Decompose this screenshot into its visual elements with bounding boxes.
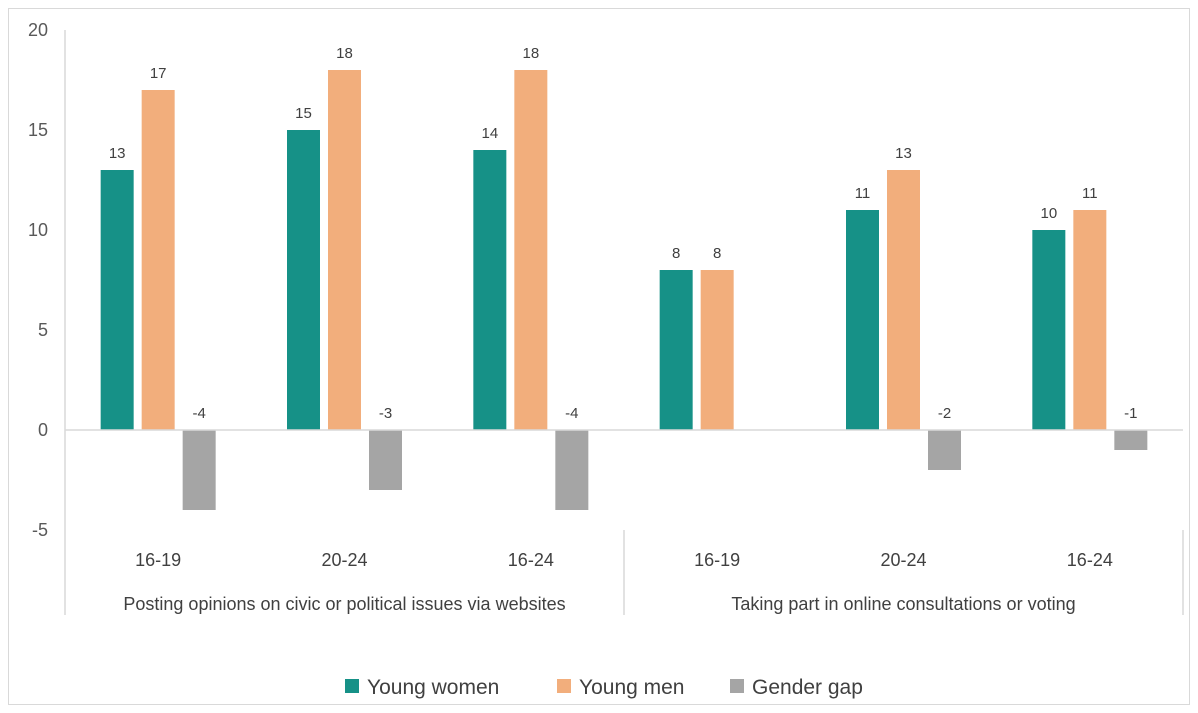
legend-label: Gender gap <box>752 676 863 699</box>
bar <box>659 270 693 430</box>
bar <box>1073 210 1107 430</box>
legend-swatch <box>345 679 359 693</box>
category-label: 16-24 <box>1067 550 1113 570</box>
data-label: 8 <box>672 245 680 262</box>
bar <box>1032 230 1066 430</box>
y-tick-label: 15 <box>28 120 48 140</box>
bar <box>182 430 216 510</box>
bar <box>100 170 134 430</box>
y-tick-label: 10 <box>28 220 48 240</box>
group-labels: Posting opinions on civic or political i… <box>123 594 1075 614</box>
category-label: 16-24 <box>508 550 554 570</box>
group-label: Taking part in online consultations or v… <box>731 594 1075 614</box>
y-tick-label: 20 <box>28 20 48 40</box>
data-label: -2 <box>938 405 951 422</box>
data-labels: 13 15 14 8 11 10 17 18 18 8 13 11 -4 -3 -4 -2 -1 <box>109 45 1138 422</box>
y-tick-label: -5 <box>32 520 48 540</box>
bar <box>287 130 320 430</box>
legend: Young women Young men Gender gap <box>345 676 863 699</box>
data-label: -4 <box>565 405 578 422</box>
legend-label: Young men <box>579 676 684 699</box>
category-label: 16-19 <box>694 550 740 570</box>
bar <box>473 150 507 430</box>
data-label: 15 <box>295 105 312 122</box>
data-label: 17 <box>150 65 167 82</box>
bar <box>846 210 879 430</box>
group-label: Posting opinions on civic or political i… <box>123 594 565 614</box>
bar <box>1114 430 1148 450</box>
data-label: 18 <box>336 45 353 62</box>
legend-swatch <box>730 679 744 693</box>
data-label: 11 <box>855 185 871 202</box>
bar <box>369 430 402 490</box>
bar <box>555 430 589 510</box>
chart-frame <box>8 8 1190 705</box>
axes <box>64 30 1184 615</box>
category-label: 20-24 <box>321 550 367 570</box>
category-label: 20-24 <box>880 550 926 570</box>
category-label: 16-19 <box>135 550 181 570</box>
data-label: 10 <box>1040 205 1057 222</box>
bar <box>700 270 734 430</box>
bar <box>141 90 175 430</box>
data-label: 8 <box>713 245 721 262</box>
data-label: 13 <box>895 145 912 162</box>
bar <box>514 70 548 430</box>
y-axis-ticks: 20 15 10 5 0 -5 <box>28 20 48 540</box>
data-label: 13 <box>109 145 126 162</box>
bars <box>100 70 1148 510</box>
data-label: 18 <box>522 45 539 62</box>
bar <box>887 170 920 430</box>
data-label: -1 <box>1124 405 1137 422</box>
legend-label: Young women <box>367 676 499 699</box>
y-tick-label: 5 <box>38 320 48 340</box>
data-label: -4 <box>192 405 205 422</box>
legend-swatch <box>557 679 571 693</box>
bar <box>328 70 361 430</box>
category-labels: 16-19 20-24 16-24 16-19 20-24 16-24 <box>135 550 1113 570</box>
bar <box>928 430 961 470</box>
y-tick-label: 0 <box>38 420 48 440</box>
data-label: 11 <box>1082 185 1098 202</box>
data-label: 14 <box>481 125 498 142</box>
data-label: -3 <box>379 405 392 422</box>
